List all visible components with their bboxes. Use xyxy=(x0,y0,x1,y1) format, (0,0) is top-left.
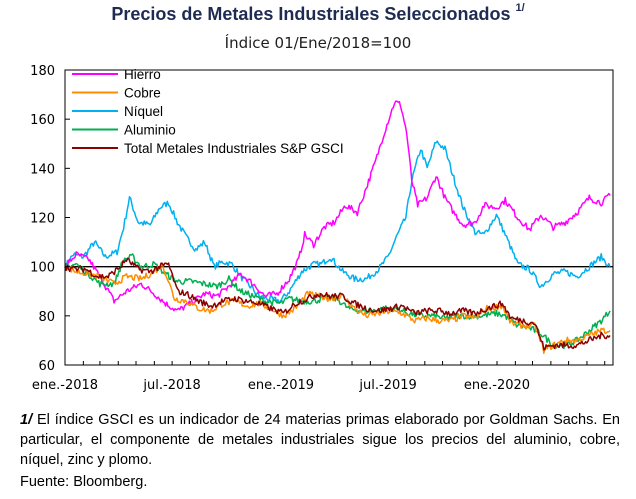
legend-label: Total Metales Industriales S&P GSCI xyxy=(124,141,344,156)
x-tick-label: jul.-2018 xyxy=(142,378,200,393)
chart-title: Precios de Metales Industriales Seleccio… xyxy=(0,2,636,25)
chart-title-text: Precios de Metales Industriales Seleccio… xyxy=(111,4,511,24)
series-line-hierro xyxy=(64,100,611,312)
line-chart: 60 80 100 120 140 160 180 ene.-2018 jul.-2018 ene… xyxy=(30,64,614,393)
x-tick-label: ene.-2018 xyxy=(32,378,98,393)
source-note: Fuente: Bloomberg. xyxy=(20,474,148,490)
legend-label: Aluminio xyxy=(124,123,176,138)
y-tick-label: 100 xyxy=(30,261,55,276)
footnote-text: El índice GSCI es un indicador de 24 mat… xyxy=(20,412,620,468)
y-tick-label: 140 xyxy=(30,162,55,177)
legend: Hierro Cobre Níquel Aluminio Total Metales I… xyxy=(72,67,344,156)
y-tick-label: 180 xyxy=(30,64,55,79)
series-line-aluminio xyxy=(64,253,611,350)
axes: 60 80 100 120 140 160 180 ene.-2018 jul.-2018 ene… xyxy=(30,64,614,393)
x-tick-label: ene.-2019 xyxy=(248,378,314,393)
series-line-cobre xyxy=(64,262,611,355)
footnote: 1/ El índice GSCI es un indicador de 24 … xyxy=(20,410,620,470)
y-tick-label: 60 xyxy=(38,359,55,374)
series-line-níquel xyxy=(64,140,611,304)
plot-area xyxy=(64,100,613,355)
legend-label: Cobre xyxy=(124,86,161,101)
y-tick-label: 160 xyxy=(30,113,55,128)
y-tick-label: 80 xyxy=(38,310,55,325)
x-tick-label: jul.-2019 xyxy=(358,378,416,393)
x-tick-label: ene.-2020 xyxy=(464,378,530,393)
series-line-total-metales-industriales-s-p-gsci xyxy=(64,257,611,351)
chart-subtitle: Índice 01/Ene/2018=100 xyxy=(224,34,412,52)
y-tick-label: 120 xyxy=(30,212,55,227)
title-footnote-mark: 1/ xyxy=(515,2,525,14)
legend-label: Hierro xyxy=(124,67,161,82)
footnote-mark: 1/ xyxy=(20,412,33,428)
legend-label: Níquel xyxy=(124,104,163,119)
